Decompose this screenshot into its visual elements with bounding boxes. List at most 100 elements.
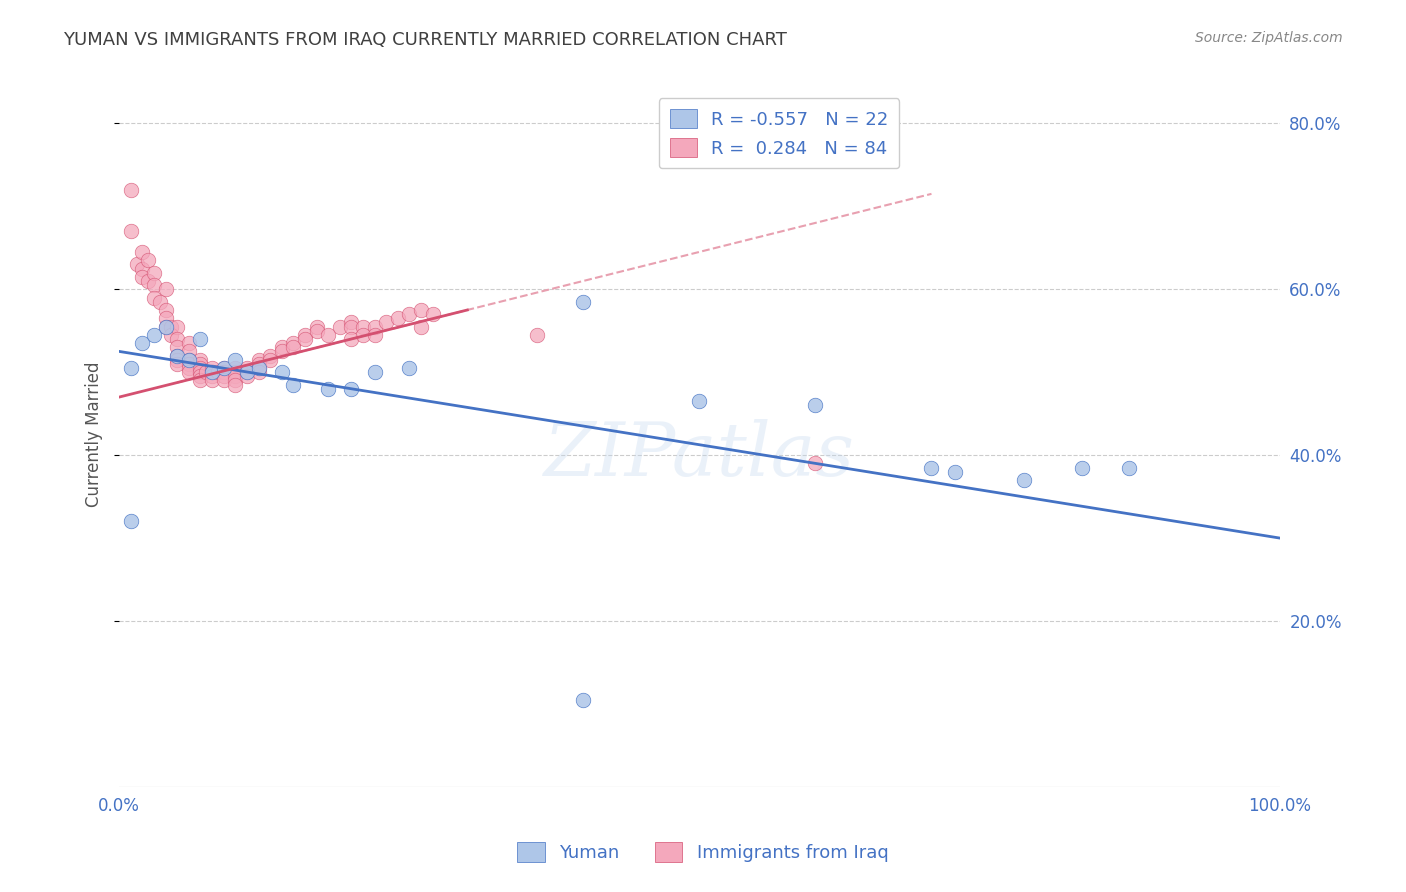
Point xyxy=(804,398,827,412)
Point xyxy=(294,332,316,346)
Point xyxy=(259,349,281,363)
Point xyxy=(236,365,259,379)
Point xyxy=(166,349,188,363)
Point xyxy=(177,352,200,367)
Point xyxy=(131,244,153,259)
Point xyxy=(143,327,166,342)
Point xyxy=(943,465,966,479)
Point xyxy=(212,361,235,376)
Point xyxy=(166,340,188,354)
Point xyxy=(166,357,188,371)
Point xyxy=(212,361,235,376)
Point xyxy=(316,327,339,342)
Point xyxy=(247,352,270,367)
Point xyxy=(375,315,398,329)
Point xyxy=(207,365,229,379)
Point xyxy=(160,327,183,342)
Point xyxy=(212,369,235,384)
Point xyxy=(236,369,259,384)
Point xyxy=(136,253,159,268)
Point xyxy=(201,361,224,376)
Point xyxy=(201,374,224,388)
Point xyxy=(195,365,218,379)
Point xyxy=(143,278,166,293)
Point xyxy=(166,319,188,334)
Point xyxy=(212,365,235,379)
Point xyxy=(177,352,200,367)
Point xyxy=(201,365,224,379)
Point xyxy=(422,307,444,321)
Point xyxy=(212,374,235,388)
Point xyxy=(160,319,183,334)
Point xyxy=(247,365,270,379)
Point xyxy=(340,319,363,334)
Point xyxy=(305,319,328,334)
Point xyxy=(236,365,259,379)
Point xyxy=(270,340,292,354)
Point xyxy=(804,457,827,471)
Point xyxy=(688,394,710,409)
Point xyxy=(131,336,153,351)
Point xyxy=(247,361,270,376)
Point xyxy=(224,374,246,388)
Text: YUMAN VS IMMIGRANTS FROM IRAQ CURRENTLY MARRIED CORRELATION CHART: YUMAN VS IMMIGRANTS FROM IRAQ CURRENTLY … xyxy=(63,31,787,49)
Point xyxy=(398,361,420,376)
Point xyxy=(340,332,363,346)
Point xyxy=(143,291,166,305)
Text: ZIPatlas: ZIPatlas xyxy=(544,419,855,491)
Point xyxy=(247,357,270,371)
Point xyxy=(363,319,385,334)
Point xyxy=(201,365,224,379)
Point xyxy=(177,344,200,359)
Point xyxy=(131,261,153,276)
Point xyxy=(136,274,159,288)
Point xyxy=(177,361,200,376)
Point xyxy=(166,352,188,367)
Point xyxy=(155,319,177,334)
Point xyxy=(155,311,177,326)
Point xyxy=(224,361,246,376)
Point xyxy=(409,319,432,334)
Point xyxy=(283,340,305,354)
Y-axis label: Currently Married: Currently Married xyxy=(86,361,103,508)
Point xyxy=(305,324,328,338)
Point xyxy=(177,336,200,351)
Point xyxy=(340,315,363,329)
Point xyxy=(224,365,246,379)
Point xyxy=(363,327,385,342)
Point xyxy=(190,332,212,346)
Point xyxy=(224,369,246,384)
Point xyxy=(294,327,316,342)
Point xyxy=(409,302,432,317)
Point xyxy=(143,266,166,280)
Point xyxy=(247,361,270,376)
Point xyxy=(352,319,374,334)
Point xyxy=(224,352,246,367)
Point xyxy=(259,352,281,367)
Point xyxy=(1014,473,1036,487)
Point xyxy=(340,382,363,396)
Point xyxy=(1118,460,1140,475)
Point xyxy=(190,357,212,371)
Point xyxy=(131,269,153,284)
Point xyxy=(120,183,142,197)
Point xyxy=(120,224,142,238)
Point xyxy=(166,332,188,346)
Point xyxy=(166,349,188,363)
Point xyxy=(316,382,339,396)
Point xyxy=(155,282,177,296)
Point xyxy=(1071,460,1094,475)
Point xyxy=(921,460,943,475)
Point xyxy=(363,365,385,379)
Point xyxy=(526,327,548,342)
Legend: Yuman, Immigrants from Iraq: Yuman, Immigrants from Iraq xyxy=(510,835,896,870)
Point xyxy=(387,311,409,326)
Point xyxy=(283,377,305,392)
Legend: R = -0.557   N = 22, R =  0.284   N = 84: R = -0.557 N = 22, R = 0.284 N = 84 xyxy=(659,98,900,169)
Point xyxy=(270,365,292,379)
Point xyxy=(120,361,142,376)
Point xyxy=(190,374,212,388)
Text: Source: ZipAtlas.com: Source: ZipAtlas.com xyxy=(1195,31,1343,45)
Point xyxy=(398,307,420,321)
Point xyxy=(149,294,172,309)
